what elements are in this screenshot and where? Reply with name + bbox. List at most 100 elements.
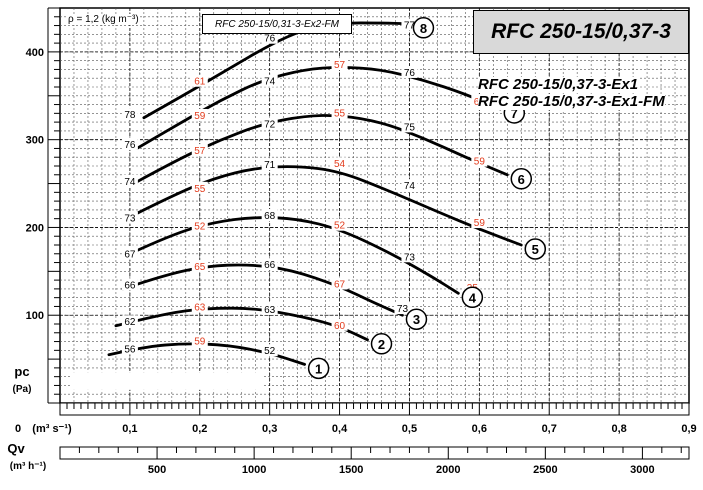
curve-number-marker xyxy=(524,238,547,260)
curve-label-bg xyxy=(191,74,208,87)
curve-label-bg xyxy=(471,216,488,229)
curve-label-bg xyxy=(121,108,138,121)
curve-label: 67 xyxy=(124,250,136,261)
curve-label: 63 xyxy=(194,302,206,313)
curve-label-bg xyxy=(121,342,138,355)
origin-label: 0 xyxy=(15,423,21,435)
curve-label: 72 xyxy=(264,120,276,131)
curve-label-bg xyxy=(191,300,208,313)
y-tick-label: 300 xyxy=(26,135,44,147)
curve-label: 66 xyxy=(124,280,136,291)
curve-number-marker xyxy=(405,308,428,330)
x2-tick-label: 2500 xyxy=(533,464,557,476)
curve-label-bg xyxy=(261,209,278,222)
curve-label: 74 xyxy=(404,181,416,192)
y-axis-label: pc xyxy=(14,364,29,379)
curve-label: 71 xyxy=(264,160,276,171)
curve-label: 73 xyxy=(397,304,409,315)
curve-label-bg xyxy=(331,106,348,119)
x2-ruler-band xyxy=(59,446,690,460)
curve-label-bg xyxy=(261,158,278,171)
x-tick-label: 0,9 xyxy=(681,423,696,435)
subtitle-ex1-fm: RFC 250-15/0,37-3-Ex1-FM xyxy=(478,93,665,110)
variant-box-label: RFC 250-15/0,31-3-Ex2-FM xyxy=(215,18,339,30)
curve-label: 62 xyxy=(124,317,136,328)
curve-label-bg xyxy=(191,219,208,232)
curve-number-marker xyxy=(412,17,435,39)
curve-label-bg xyxy=(121,278,138,291)
curve-label: 73 xyxy=(124,214,136,225)
x2-tick-label: 1500 xyxy=(339,464,363,476)
x-tick-label: 0,2 xyxy=(192,423,207,435)
curve-label-bg xyxy=(121,315,138,328)
curve-label-bg xyxy=(121,211,138,224)
curve-label: 63 xyxy=(264,305,276,316)
curve-label-bg xyxy=(331,58,348,71)
curve-number-label: 3 xyxy=(413,312,420,327)
curve-7 xyxy=(135,66,502,150)
curve-label: 67 xyxy=(334,280,346,291)
curve-label: 54 xyxy=(334,159,346,170)
curve-label: 52 xyxy=(194,222,206,233)
variant-box: RFC 250-15/0,31-3-Ex2-FM xyxy=(202,14,352,34)
curve-label-bg xyxy=(394,302,411,315)
curve-label: 74 xyxy=(124,177,136,188)
curve-label-bg xyxy=(401,250,418,263)
curve-label-bg xyxy=(261,258,278,271)
curve-label-bg xyxy=(261,302,278,315)
x2-axis-label: Qv xyxy=(7,441,25,456)
curve-label: 59 xyxy=(194,337,206,348)
x2-tick-label: 2000 xyxy=(436,464,460,476)
curve-label-bg xyxy=(261,31,278,44)
curve-number-label: 6 xyxy=(518,172,525,187)
curve-label: 74 xyxy=(264,77,276,88)
curve-number-label: 2 xyxy=(378,337,385,352)
x-tick-label: 0,6 xyxy=(472,423,487,435)
curve-number-marker xyxy=(461,286,484,309)
curve-label-bg xyxy=(331,318,348,331)
curve-label: 55 xyxy=(334,108,346,119)
x2-tick-label: 3000 xyxy=(630,464,654,476)
y-tick-label: 100 xyxy=(26,310,44,322)
subtitle-ex1: RFC 250-15/0,37-3-Ex1 xyxy=(478,76,639,93)
curve-6 xyxy=(135,114,509,184)
curve-label: 78 xyxy=(124,110,136,121)
y-tick-label: 200 xyxy=(26,222,44,234)
x-tick-label: 0,8 xyxy=(611,423,626,435)
chart-title: RFC 250-15/0,37-3 xyxy=(491,20,671,43)
curve-2 xyxy=(114,306,369,342)
curve-label: 55 xyxy=(194,184,206,195)
x2-tick-label: 1000 xyxy=(242,464,266,476)
curve-label-bg xyxy=(401,120,418,133)
curve-label-bg xyxy=(401,65,418,78)
x-tick-label: 0,4 xyxy=(332,423,348,435)
curve-label-bg xyxy=(471,154,488,167)
curve-label-bg xyxy=(191,259,208,272)
curve-label: 75 xyxy=(404,122,416,133)
y-axis-unit: (Pa) xyxy=(13,384,32,395)
curve-label: 57 xyxy=(194,146,206,157)
chart-title-box: RFC 250-15/0,37-3 xyxy=(473,10,689,54)
curve-label-bg xyxy=(191,144,208,157)
density-note: ρ = 1,2 (kg m⁻³) xyxy=(68,14,139,25)
y-tick-label: 400 xyxy=(26,47,44,59)
curve-label-bg xyxy=(121,247,138,260)
x2-tick-label: 500 xyxy=(148,464,166,476)
curve-label-bg xyxy=(331,157,348,170)
curve-number-marker xyxy=(370,333,393,355)
curve-label-bg xyxy=(261,344,278,357)
curve-label: 56 xyxy=(124,344,136,355)
curve-label: 66 xyxy=(264,260,276,271)
x-tick-label: 0,5 xyxy=(402,423,417,435)
curve-label-bg xyxy=(191,334,208,347)
curve-label: 76 xyxy=(124,140,136,151)
curve-label: 60 xyxy=(334,321,346,332)
curve-number-label: 4 xyxy=(469,290,477,305)
curve-label-bg xyxy=(121,137,138,150)
curve-label: 76 xyxy=(404,68,416,79)
curve-label: 76 xyxy=(264,34,276,45)
curve-label-bg xyxy=(331,277,348,290)
curve-label: 77 xyxy=(404,21,416,32)
curve-label: 59 xyxy=(194,111,206,122)
curve-number-label: 1 xyxy=(315,361,322,376)
